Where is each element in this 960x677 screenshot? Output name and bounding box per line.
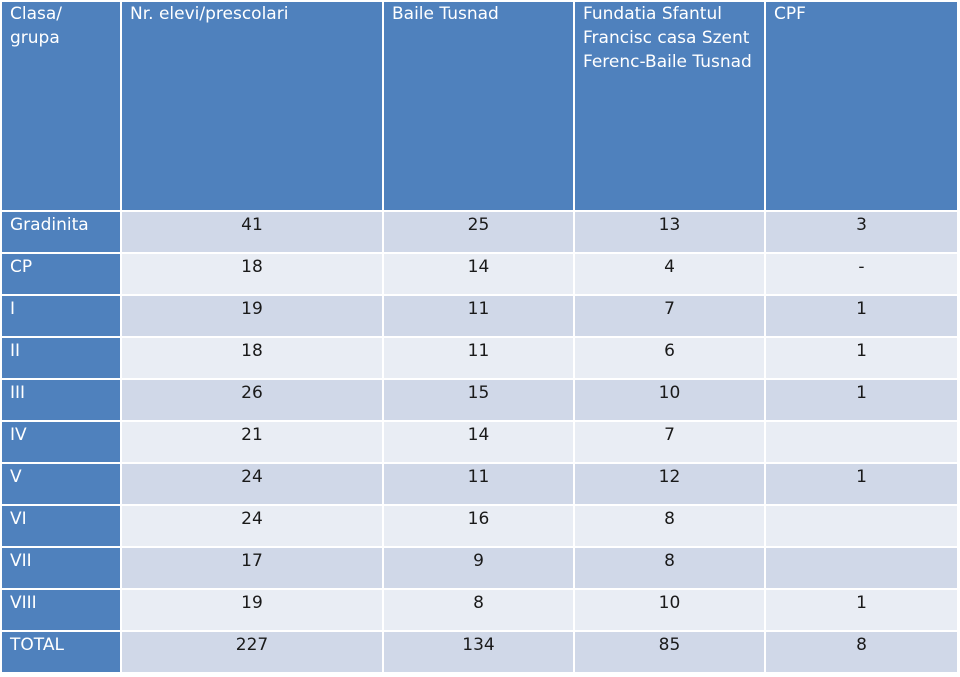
cell-student-count: 17 [120,546,384,590]
table-row: Gradinita 41 25 13 3 [0,210,959,254]
cell-cpf: 1 [764,294,959,338]
cell-student-count: 24 [120,462,384,506]
cell-fundatia: 12 [573,462,766,506]
cell-student-count: 227 [120,630,384,674]
cell-student-count: 19 [120,588,384,632]
row-label: IV [0,420,122,464]
header-fundatia: Fundatia Sfantul Francisc casa Szent Fer… [573,0,766,212]
cell-cpf: 1 [764,336,959,380]
cell-student-count: 24 [120,504,384,548]
table-row: CP 18 14 4 - [0,252,959,296]
cell-cpf: 1 [764,378,959,422]
cell-fundatia: 7 [573,420,766,464]
cell-baile-tusnad: 25 [382,210,575,254]
cell-fundatia: 10 [573,378,766,422]
cell-baile-tusnad: 9 [382,546,575,590]
header-cpf: CPF [764,0,959,212]
cell-student-count: 26 [120,378,384,422]
table-row: VII 17 9 8 [0,546,959,590]
row-label: VI [0,504,122,548]
cell-fundatia: 10 [573,588,766,632]
cell-cpf: 1 [764,588,959,632]
cell-fundatia: 13 [573,210,766,254]
cell-cpf [764,546,959,590]
cell-baile-tusnad: 15 [382,378,575,422]
cell-student-count: 18 [120,336,384,380]
cell-baile-tusnad: 8 [382,588,575,632]
header-student-count: Nr. elevi/prescolari [120,0,384,212]
cell-fundatia: 7 [573,294,766,338]
cell-student-count: 21 [120,420,384,464]
header-class: Clasa/ grupa [0,0,122,212]
table-row: IV 21 14 7 [0,420,959,464]
row-label: VIII [0,588,122,632]
row-label: V [0,462,122,506]
cell-baile-tusnad: 16 [382,504,575,548]
cell-baile-tusnad: 11 [382,336,575,380]
row-label: TOTAL [0,630,122,674]
cell-cpf: - [764,252,959,296]
cell-cpf: 8 [764,630,959,674]
row-label: I [0,294,122,338]
table-row: VI 24 16 8 [0,504,959,548]
cell-student-count: 41 [120,210,384,254]
cell-student-count: 18 [120,252,384,296]
cell-fundatia: 85 [573,630,766,674]
cell-student-count: 19 [120,294,384,338]
table-row: I 19 11 7 1 [0,294,959,338]
cell-fundatia: 8 [573,504,766,548]
total-row: TOTAL 227 134 85 8 [0,630,959,674]
table-row: II 18 11 6 1 [0,336,959,380]
table-row: V 24 11 12 1 [0,462,959,506]
cell-fundatia: 8 [573,546,766,590]
cell-cpf [764,420,959,464]
row-label: VII [0,546,122,590]
cell-cpf: 1 [764,462,959,506]
cell-baile-tusnad: 14 [382,420,575,464]
header-row: Clasa/ grupa Nr. elevi/prescolari Baile … [0,0,959,212]
row-label: CP [0,252,122,296]
cell-baile-tusnad: 14 [382,252,575,296]
header-baile-tusnad: Baile Tusnad [382,0,575,212]
cell-fundatia: 6 [573,336,766,380]
row-label: II [0,336,122,380]
cell-baile-tusnad: 11 [382,462,575,506]
table-row: VIII 19 8 10 1 [0,588,959,632]
row-label: Gradinita [0,210,122,254]
cell-cpf: 3 [764,210,959,254]
row-label: III [0,378,122,422]
cell-baile-tusnad: 11 [382,294,575,338]
cell-cpf [764,504,959,548]
cell-fundatia: 4 [573,252,766,296]
table-row: III 26 15 10 1 [0,378,959,422]
cell-baile-tusnad: 134 [382,630,575,674]
